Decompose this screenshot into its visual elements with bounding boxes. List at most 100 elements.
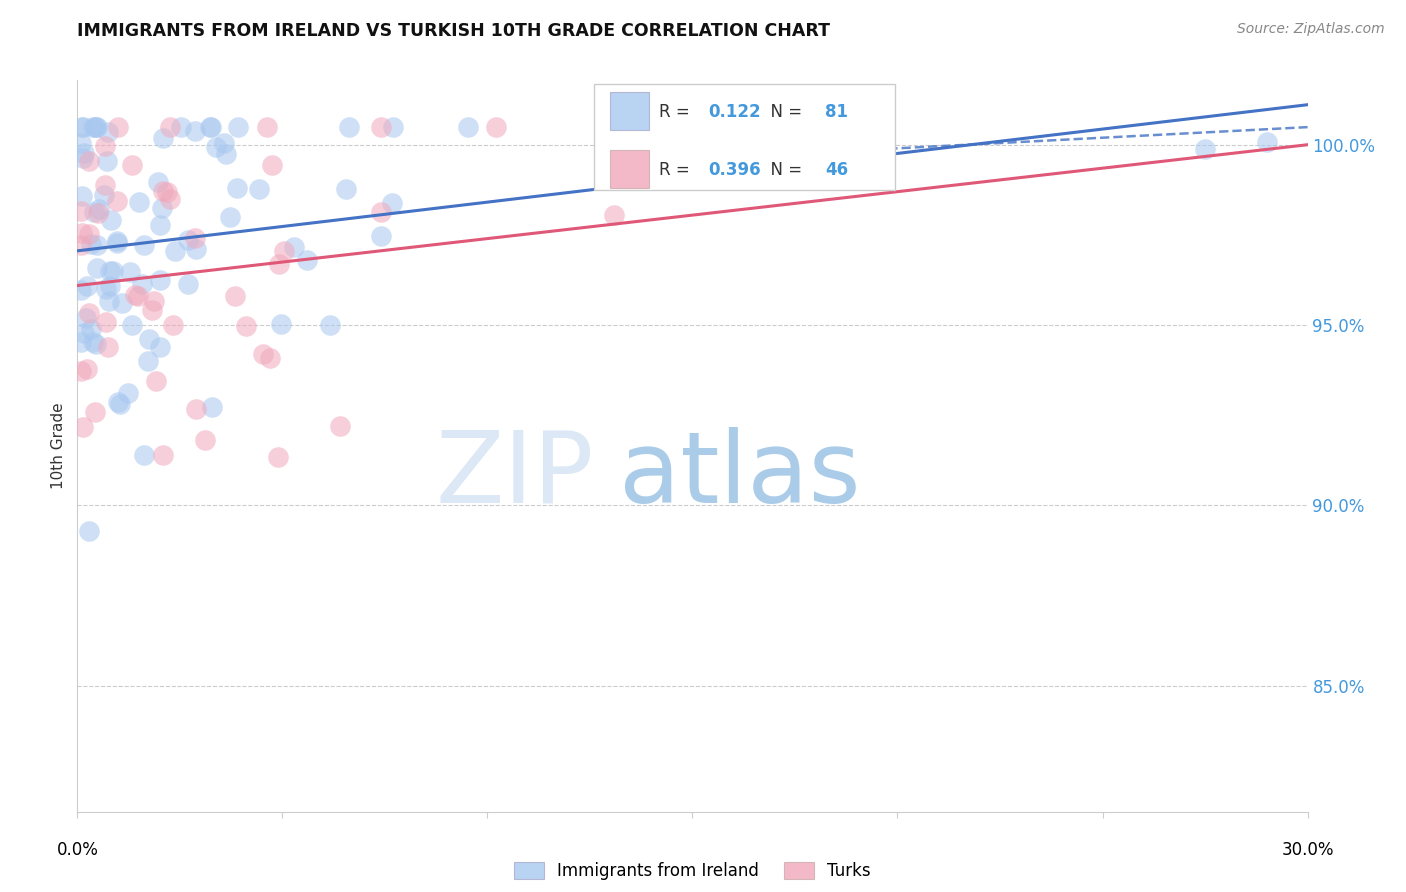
Point bbox=[107, 395, 129, 409]
Point bbox=[370, 204, 392, 219]
Point bbox=[87, 202, 110, 216]
Point bbox=[93, 178, 115, 192]
Point bbox=[84, 405, 107, 419]
Point bbox=[70, 237, 93, 252]
Point bbox=[457, 120, 479, 135]
Point bbox=[75, 310, 97, 325]
Point bbox=[96, 154, 118, 169]
Text: R =: R = bbox=[659, 161, 695, 178]
Point bbox=[165, 244, 187, 259]
Point bbox=[602, 208, 624, 222]
Point bbox=[138, 332, 160, 346]
Text: 0.396: 0.396 bbox=[709, 161, 761, 178]
Point bbox=[97, 340, 120, 354]
Text: 81: 81 bbox=[825, 103, 848, 120]
Point bbox=[82, 335, 104, 350]
Point bbox=[382, 120, 405, 135]
Point bbox=[177, 233, 200, 247]
Point bbox=[297, 253, 319, 268]
Point bbox=[105, 235, 128, 250]
Point bbox=[127, 289, 149, 303]
Point bbox=[93, 139, 115, 153]
Text: 0.0%: 0.0% bbox=[56, 840, 98, 858]
Point bbox=[86, 120, 108, 135]
Point bbox=[212, 136, 235, 151]
Point bbox=[76, 362, 98, 376]
Point bbox=[107, 120, 129, 135]
Point bbox=[228, 120, 250, 135]
Point bbox=[218, 210, 240, 224]
Point bbox=[70, 226, 93, 240]
Point bbox=[82, 120, 104, 135]
Point bbox=[152, 131, 174, 145]
Point bbox=[283, 240, 305, 254]
Point bbox=[70, 189, 93, 203]
Point bbox=[73, 146, 96, 161]
Point bbox=[131, 277, 153, 291]
Point bbox=[1256, 135, 1278, 149]
Point bbox=[80, 237, 103, 252]
Point bbox=[337, 120, 360, 135]
Point bbox=[70, 334, 93, 349]
Point bbox=[143, 294, 166, 309]
Point bbox=[70, 136, 93, 150]
Text: IMMIGRANTS FROM IRELAND VS TURKISH 10TH GRADE CORRELATION CHART: IMMIGRANTS FROM IRELAND VS TURKISH 10TH … bbox=[77, 22, 831, 40]
Point bbox=[94, 315, 117, 329]
Point bbox=[77, 154, 100, 169]
Point bbox=[72, 151, 94, 165]
Text: 46: 46 bbox=[825, 161, 848, 178]
Point bbox=[205, 140, 228, 154]
Point bbox=[105, 234, 128, 248]
Point bbox=[145, 374, 167, 388]
Point bbox=[200, 120, 222, 135]
Point bbox=[200, 120, 222, 135]
Point bbox=[162, 318, 184, 332]
Point bbox=[118, 264, 141, 278]
Point bbox=[94, 282, 117, 296]
Point bbox=[194, 433, 217, 447]
Point bbox=[1194, 142, 1216, 156]
Point bbox=[100, 213, 122, 227]
Point bbox=[319, 318, 342, 333]
Point bbox=[93, 188, 115, 202]
Text: 30.0%: 30.0% bbox=[1281, 840, 1334, 858]
Point bbox=[136, 354, 159, 368]
Point bbox=[84, 337, 107, 351]
Point bbox=[70, 120, 93, 135]
Point bbox=[148, 175, 170, 189]
Point bbox=[77, 524, 100, 538]
Text: atlas: atlas bbox=[619, 426, 860, 524]
Point bbox=[98, 263, 121, 277]
Point bbox=[101, 263, 124, 277]
FancyBboxPatch shape bbox=[595, 84, 896, 190]
Legend: Immigrants from Ireland, Turks: Immigrants from Ireland, Turks bbox=[513, 862, 872, 880]
Point bbox=[121, 318, 143, 332]
Point bbox=[70, 283, 93, 297]
Text: 0.122: 0.122 bbox=[709, 103, 761, 120]
Point bbox=[183, 231, 205, 245]
Point bbox=[381, 195, 404, 210]
Point bbox=[170, 120, 193, 135]
Point bbox=[98, 279, 121, 293]
Point bbox=[108, 396, 131, 410]
Point bbox=[72, 120, 94, 135]
Point bbox=[329, 418, 352, 433]
Point bbox=[97, 124, 120, 138]
Point bbox=[141, 302, 163, 317]
Point bbox=[225, 180, 247, 194]
Point bbox=[86, 237, 108, 252]
FancyBboxPatch shape bbox=[610, 92, 650, 130]
Point bbox=[235, 318, 257, 333]
Point bbox=[80, 322, 103, 336]
Point bbox=[215, 146, 238, 161]
Point bbox=[121, 159, 143, 173]
Point bbox=[70, 203, 93, 218]
Text: N =: N = bbox=[761, 103, 807, 120]
Point bbox=[156, 186, 179, 200]
Point bbox=[84, 120, 107, 135]
Point bbox=[177, 277, 200, 292]
Point bbox=[159, 120, 181, 135]
Point bbox=[335, 182, 357, 196]
Point bbox=[273, 244, 295, 259]
Point bbox=[485, 120, 508, 135]
